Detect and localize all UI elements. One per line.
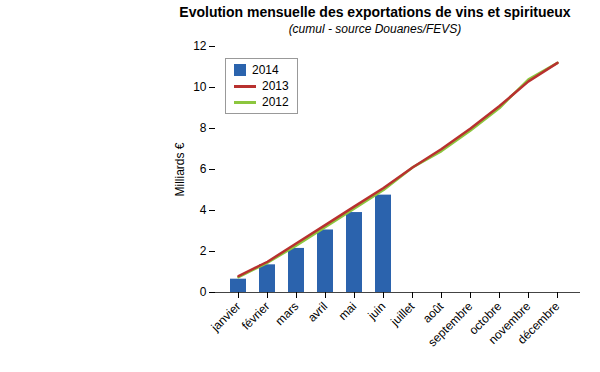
html-text:2012: 2012 xyxy=(262,95,289,109)
svg-text:novembre: novembre xyxy=(485,299,534,347)
svg-text:août: août xyxy=(419,299,447,326)
svg-text:février: février xyxy=(239,299,272,332)
html-text:2014: 2014 xyxy=(252,63,279,77)
svg-text:mai: mai xyxy=(336,299,360,323)
svg-text:2: 2 xyxy=(200,244,207,258)
svg-text:octobre: octobre xyxy=(466,299,505,338)
svg-text:juin: juin xyxy=(365,299,389,323)
svg-text:Milliards €: Milliards € xyxy=(173,142,187,196)
html-text:Evolution mensuelle des export: Evolution mensuelle des exportations de … xyxy=(179,4,571,20)
svg-text:janvier: janvier xyxy=(208,299,244,335)
html-text:2013: 2013 xyxy=(262,79,289,93)
html-text:(cumul - source Douanes/FEVS): (cumul - source Douanes/FEVS) xyxy=(288,22,462,36)
svg-text:décembre: décembre xyxy=(515,299,563,347)
svg-text:10: 10 xyxy=(193,80,207,94)
svg-text:12: 12 xyxy=(193,39,207,53)
svg-text:septembre: septembre xyxy=(425,299,475,349)
svg-text:6: 6 xyxy=(200,162,207,176)
svg-text:juillet: juillet xyxy=(387,299,417,329)
svg-text:8: 8 xyxy=(200,121,207,135)
svg-text:avril: avril xyxy=(305,299,330,324)
svg-text:4: 4 xyxy=(200,203,207,217)
svg-text:mars: mars xyxy=(273,299,302,328)
svg-text:0: 0 xyxy=(200,285,207,299)
